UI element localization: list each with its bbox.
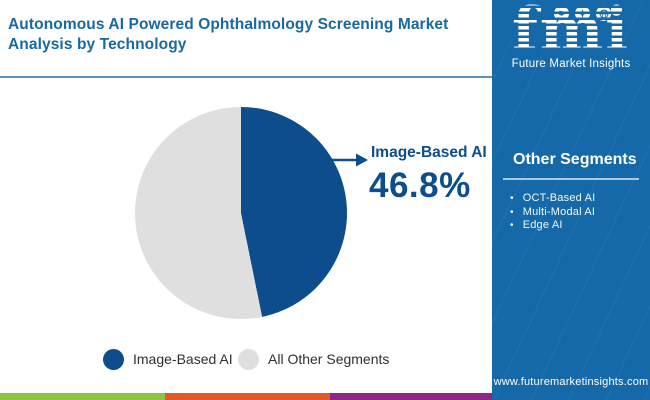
callout-value: 46.8% xyxy=(369,166,471,205)
legend-label-all-other-segments: All Other Segments xyxy=(268,351,390,367)
list-item-oct-based-ai: • OCT-Based AI xyxy=(510,192,595,206)
sidebar: fmi Future Market Insights Other Segment… xyxy=(492,0,650,400)
other-segments-list: • OCT-Based AI • Multi-Modal AI • Edge A… xyxy=(510,192,595,233)
callout-arrow-icon xyxy=(322,153,368,167)
list-item-edge-ai: • Edge AI xyxy=(510,219,595,233)
logo-wordmark: fmi xyxy=(511,0,631,65)
bullet-icon: • xyxy=(510,220,514,231)
footer-strip-green xyxy=(0,393,165,400)
legend-swatch-all-other-segments xyxy=(238,349,259,370)
bullet-icon: • xyxy=(510,206,514,218)
other-segments-divider xyxy=(503,178,639,180)
legend-swatch-image-based-ai xyxy=(103,349,124,370)
logo-subtitle: Future Market Insights xyxy=(511,58,631,70)
list-item-label: Edge AI xyxy=(522,219,563,231)
bullet-icon: • xyxy=(510,193,514,204)
legend-item-all-other-segments: All Other Segments xyxy=(238,349,389,370)
page-title: Autonomous AI Powered Ophthalmology Scre… xyxy=(8,16,449,53)
footer-strip-orange xyxy=(165,393,330,400)
legend-label-image-based-ai: Image-Based AI xyxy=(133,351,233,367)
list-item-multi-modal-ai: • Multi-Modal AI xyxy=(510,206,595,220)
callout-label: Image-Based AI xyxy=(371,144,487,161)
website-url: www.futuremarketinsights.com xyxy=(493,376,649,388)
list-item-label: OCT-Based AI xyxy=(522,192,596,204)
list-item-label: Multi-Modal AI xyxy=(522,205,596,218)
footer-strip-purple xyxy=(330,393,492,400)
other-segments-heading: Other Segments xyxy=(513,151,637,168)
fmi-logo: fmi Future Market Insights xyxy=(492,0,650,74)
pie-chart xyxy=(135,107,347,319)
title-divider xyxy=(0,76,492,78)
legend-item-image-based-ai: Image-Based AI xyxy=(103,349,233,370)
